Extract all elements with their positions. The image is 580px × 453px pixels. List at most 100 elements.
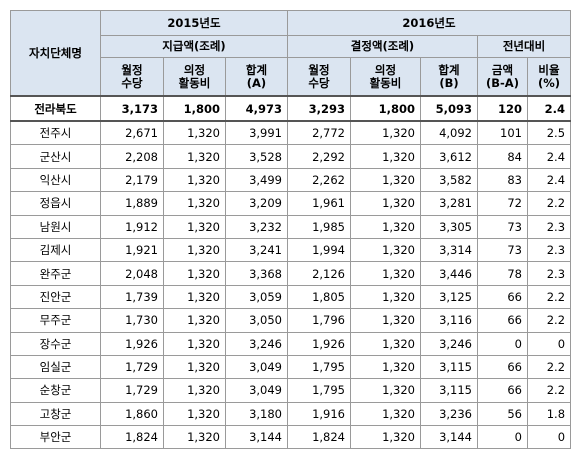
- value-cell: 1,320: [163, 261, 226, 286]
- value-cell: 66: [477, 284, 528, 310]
- header-cell: 의정 활동비: [163, 57, 226, 97]
- value-cell: 3,281: [420, 191, 478, 216]
- value-cell: 3,115: [420, 354, 478, 380]
- table-header: 자치단체명 2015년도 2016년도 지급액(조례) 결정액(조례) 전년대비 월정 수당…: [10, 10, 572, 97]
- header-row: 지급액(조례) 결정액(조례) 전년대비: [11, 35, 572, 58]
- value-cell: 2,772: [287, 120, 351, 146]
- table-body: 전라북도 3,173 1,800 4,973 3,293 1,800 5,093 120 2.4…: [10, 95, 572, 450]
- value-cell: 3,173: [100, 95, 164, 122]
- table-row: 완주군 2,048 1,320 3,368 2,126 1,320 3,446 78 2.3: [10, 261, 572, 286]
- value-cell: 72: [477, 191, 528, 216]
- value-cell: 3,499: [225, 167, 288, 193]
- region-name: 완주군: [10, 261, 101, 286]
- header-cell: 금액 (B-A): [477, 57, 528, 97]
- header-cell: 월정 수당: [287, 57, 351, 97]
- table-row: 전라북도 3,173 1,800 4,973 3,293 1,800 5,093 120 2.4: [10, 95, 572, 122]
- header-cell: 월정 수당: [100, 57, 164, 97]
- header-cell: 의정 활동비: [350, 57, 421, 97]
- value-cell: 1,320: [163, 284, 226, 310]
- table-row: 부안군 1,824 1,320 3,144 1,824 1,320 3,144 0 0: [10, 425, 572, 450]
- table-row: 익산시 2,179 1,320 3,499 2,262 1,320 3,582 83 2.4: [10, 167, 572, 193]
- region-name: 전라북도: [10, 95, 101, 122]
- value-cell: 120: [477, 95, 528, 122]
- value-cell: 3,528: [225, 144, 288, 169]
- value-cell: 1,921: [100, 237, 164, 263]
- value-cell: 1,912: [100, 214, 164, 239]
- value-cell: 1,739: [100, 284, 164, 310]
- value-cell: 1,320: [350, 120, 421, 146]
- value-cell: 1,320: [163, 167, 226, 193]
- value-cell: 1,320: [163, 425, 226, 450]
- region-name: 남원시: [10, 214, 101, 239]
- header-cell: 합계 (A): [225, 57, 288, 97]
- value-cell: 0: [526, 331, 572, 356]
- value-cell: 3,236: [420, 401, 478, 427]
- value-cell: 5,093: [420, 95, 478, 122]
- value-cell: 1,320: [163, 331, 226, 356]
- value-cell: 1,320: [350, 237, 421, 263]
- value-cell: 2.4: [526, 167, 572, 193]
- value-cell: 101: [477, 120, 528, 146]
- header-cell: 지급액(조례): [100, 35, 288, 58]
- value-cell: 3,232: [225, 214, 288, 239]
- value-cell: 3,446: [420, 261, 478, 286]
- value-cell: 1,320: [163, 401, 226, 427]
- header-cell: 2015년도: [100, 10, 288, 36]
- region-name: 군산시: [10, 144, 101, 169]
- value-cell: 1,320: [163, 120, 226, 146]
- value-cell: 3,115: [420, 378, 478, 403]
- table-row: 군산시 2,208 1,320 3,528 2,292 1,320 3,612 84 2.4: [10, 144, 572, 169]
- value-cell: 3,050: [225, 308, 288, 333]
- value-cell: 1,320: [350, 284, 421, 310]
- value-cell: 1,320: [163, 237, 226, 263]
- value-cell: 73: [477, 214, 528, 239]
- value-cell: 1,805: [287, 284, 351, 310]
- table-row: 전주시 2,671 1,320 3,991 2,772 1,320 4,092 101 2.5: [10, 120, 572, 146]
- value-cell: 1,916: [287, 401, 351, 427]
- value-cell: 1,961: [287, 191, 351, 216]
- value-cell: 1,824: [100, 425, 164, 450]
- value-cell: 1.8: [526, 401, 572, 427]
- value-cell: 1,320: [163, 144, 226, 169]
- value-cell: 2,262: [287, 167, 351, 193]
- value-cell: 66: [477, 308, 528, 333]
- value-cell: 1,800: [350, 95, 421, 122]
- value-cell: 1,795: [287, 354, 351, 380]
- value-cell: 1,860: [100, 401, 164, 427]
- value-cell: 3,314: [420, 237, 478, 263]
- value-cell: 1,320: [350, 144, 421, 169]
- value-cell: 3,293: [287, 95, 351, 122]
- value-cell: 66: [477, 378, 528, 403]
- region-name: 임실군: [10, 354, 101, 380]
- header-cell: 자치단체명: [10, 10, 101, 97]
- value-cell: 2.2: [526, 284, 572, 310]
- value-cell: 1,795: [287, 378, 351, 403]
- value-cell: 1,320: [350, 167, 421, 193]
- value-cell: 0: [477, 331, 528, 356]
- table-row: 순창군 1,729 1,320 3,049 1,795 1,320 3,115 66 2.2: [10, 378, 572, 403]
- region-name: 김제시: [10, 237, 101, 263]
- value-cell: 66: [477, 354, 528, 380]
- value-cell: 1,320: [350, 308, 421, 333]
- table-row: 정읍시 1,889 1,320 3,209 1,961 1,320 3,281 72 2.2: [10, 191, 572, 216]
- table-row: 장수군 1,926 1,320 3,246 1,926 1,320 3,246 0 0: [10, 331, 572, 356]
- value-cell: 4,092: [420, 120, 478, 146]
- value-cell: 2,126: [287, 261, 351, 286]
- table-row: 진안군 1,739 1,320 3,059 1,805 1,320 3,125 66 2.2: [10, 284, 572, 310]
- value-cell: 1,729: [100, 354, 164, 380]
- value-cell: 1,926: [287, 331, 351, 356]
- table-row: 고창군 1,860 1,320 3,180 1,916 1,320 3,236 56 1.8: [10, 401, 572, 427]
- header-row: 월정 수당 의정 활동비 합계 (A) 월정 수당 의정 활동비 합계 (B) 금액 (B-…: [11, 57, 572, 97]
- value-cell: 2.4: [526, 95, 572, 122]
- region-name: 정읍시: [10, 191, 101, 216]
- value-cell: 56: [477, 401, 528, 427]
- value-cell: 2,208: [100, 144, 164, 169]
- value-cell: 3,209: [225, 191, 288, 216]
- value-cell: 2.2: [526, 308, 572, 333]
- value-cell: 2.3: [526, 261, 572, 286]
- value-cell: 1,320: [350, 378, 421, 403]
- value-cell: 2.4: [526, 144, 572, 169]
- data-table: 자치단체명 2015년도 2016년도 지급액(조례) 결정액(조례) 전년대비 월정 수당…: [10, 10, 572, 450]
- value-cell: 2.3: [526, 214, 572, 239]
